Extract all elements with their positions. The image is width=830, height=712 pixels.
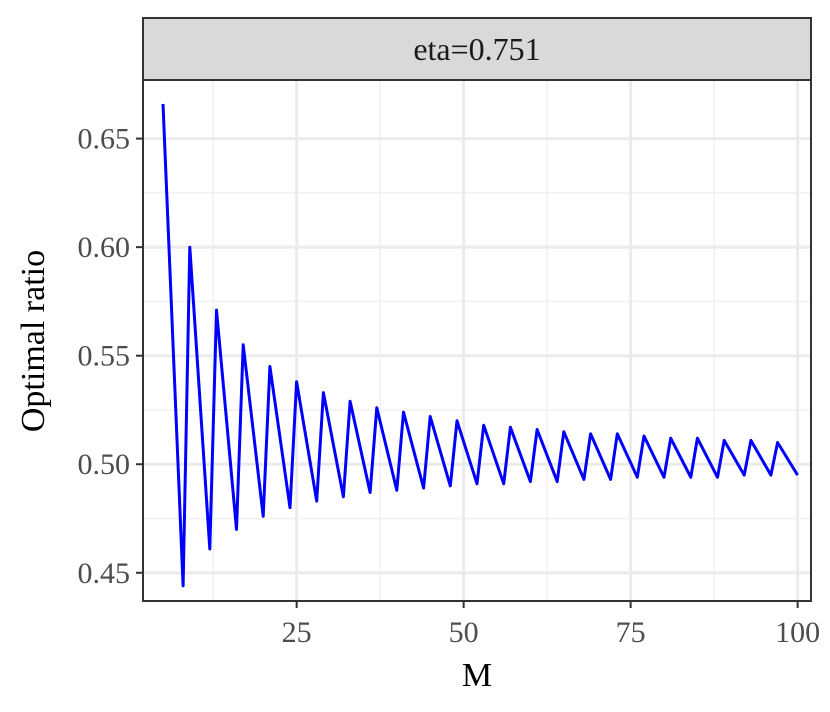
series-line xyxy=(161,103,799,588)
panel-border xyxy=(142,79,812,602)
x-tick-label: 75 xyxy=(616,616,646,649)
x-tick-label: 50 xyxy=(449,616,479,649)
y-tick-label: 0.65 xyxy=(78,123,131,156)
facet-label: eta=0.751 xyxy=(413,31,540,67)
y-tick-label: 0.55 xyxy=(78,340,131,373)
x-tick-label: 100 xyxy=(775,616,820,649)
x-axis: 25 50 75 100 xyxy=(282,601,820,649)
major-gridlines xyxy=(143,80,811,601)
y-axis: 0.45 0.50 0.55 0.60 0.65 xyxy=(78,123,143,590)
facet-strip: eta=0.751 xyxy=(142,17,812,81)
y-tick-label: 0.50 xyxy=(78,448,131,481)
x-axis-title: M xyxy=(462,657,492,694)
y-axis-title: Optimal ratio xyxy=(15,250,52,432)
plot-panel xyxy=(142,79,812,602)
y-tick-label: 0.45 xyxy=(78,557,131,590)
series-layer xyxy=(161,103,799,588)
panel-background xyxy=(143,80,811,601)
x-tick-label: 25 xyxy=(282,616,312,649)
facet-strip-background xyxy=(142,17,812,81)
minor-gridlines xyxy=(143,80,811,601)
y-tick-label: 0.60 xyxy=(78,231,131,264)
